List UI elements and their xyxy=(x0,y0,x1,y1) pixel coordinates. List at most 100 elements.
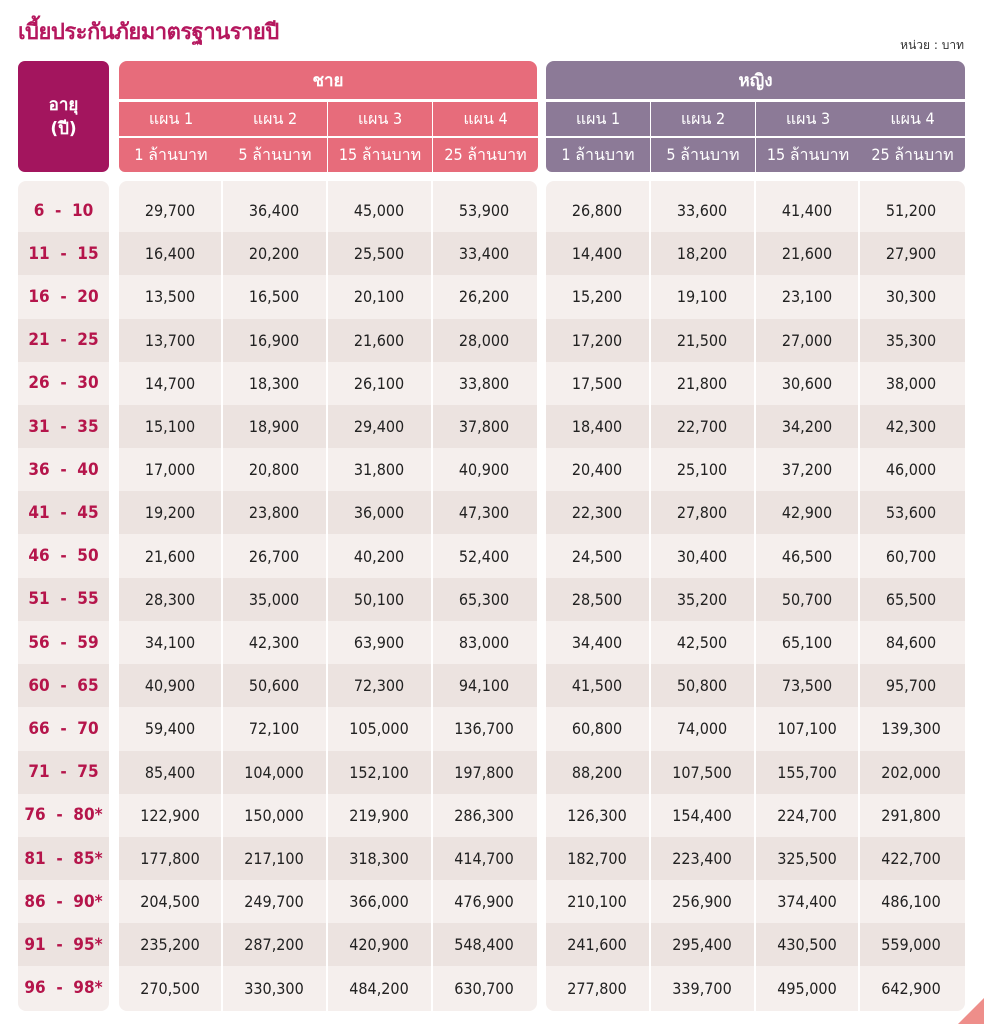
age-range-cell: 60 - 65 xyxy=(28,675,99,696)
female-premium-cell: 50,700 xyxy=(781,589,833,609)
female-plan-amount-2: 5 ล้านบาท xyxy=(651,138,755,172)
male-premium-cell: 19,200 xyxy=(144,503,196,523)
male-premium-cell: 45,000 xyxy=(353,201,405,220)
male-premium-cell: 13,500 xyxy=(144,287,196,307)
male-premium-cell: 15,100 xyxy=(144,417,196,436)
male-premium-cell: 13,700 xyxy=(144,330,196,350)
age-range-cell: 31 - 35 xyxy=(28,416,99,437)
male-premium-cell: 65,300 xyxy=(458,589,510,609)
male-premium-cell: 59,400 xyxy=(144,719,196,739)
female-premium-cell: 139,300 xyxy=(881,719,941,739)
female-plan-header-3: แผน 3 xyxy=(756,102,860,136)
male-premium-cell: 35,000 xyxy=(248,589,300,609)
male-premium-cell: 53,900 xyxy=(458,201,510,220)
male-premium-cell: 286,300 xyxy=(454,805,514,825)
female-premium-cell: 74,000 xyxy=(676,719,728,739)
female-premium-cell: 34,400 xyxy=(571,633,623,652)
female-plan-amount-3: 15 ล้านบาท xyxy=(756,138,860,172)
male-premium-cell: 476,900 xyxy=(454,892,514,912)
female-premium-cell: 19,100 xyxy=(676,287,728,307)
age-header-label: อายุ xyxy=(48,94,79,115)
male-premium-cell: 31,800 xyxy=(353,460,405,480)
male-premium-cell: 37,800 xyxy=(458,417,510,436)
female-premium-cell: 35,200 xyxy=(676,589,728,609)
female-premium-cell: 210,100 xyxy=(567,892,627,912)
female-premium-cell: 30,300 xyxy=(885,287,937,307)
table-row: 31 - 35 15,100 18,900 29,400 37,800 18,400 22,… xyxy=(0,405,984,448)
male-premium-cell: 29,700 xyxy=(144,201,196,220)
column-divider xyxy=(754,181,756,1011)
table-row: 81 - 85* 177,800 217,100 318,300 414,700 182,… xyxy=(0,837,984,880)
age-range-cell: 66 - 70 xyxy=(28,718,99,739)
table-row: 11 - 15 16,400 20,200 25,500 33,400 14,400 18,… xyxy=(0,232,984,276)
age-range-cell: 51 - 55 xyxy=(28,589,99,610)
table-row: 6 - 10 29,700 36,400 45,000 53,900 26,800 33,6… xyxy=(0,189,984,232)
female-premium-cell: 30,600 xyxy=(781,373,833,393)
row-shade xyxy=(119,491,537,535)
female-premium-cell: 27,900 xyxy=(885,244,937,264)
age-range-cell: 41 - 45 xyxy=(28,502,99,523)
female-premium-cell: 17,500 xyxy=(571,373,623,393)
male-premium-cell: 29,400 xyxy=(353,417,405,436)
page-title: เบี้ยประกันภัยมาตรฐานรายปี xyxy=(18,20,279,45)
row-shade xyxy=(18,750,109,794)
table-row: 51 - 55 28,300 35,000 50,100 65,300 28,500 35,… xyxy=(0,577,984,621)
male-premium-cell: 94,100 xyxy=(458,676,510,696)
row-shade xyxy=(18,232,109,276)
table-row: 56 - 59 34,100 42,300 63,900 83,000 34,400 42,… xyxy=(0,621,984,664)
male-premium-cell: 548,400 xyxy=(454,935,514,955)
female-premium-cell: 126,300 xyxy=(567,805,627,825)
female-premium-cell: 559,000 xyxy=(881,935,941,955)
female-premium-cell: 34,200 xyxy=(781,417,833,436)
male-premium-cell: 33,400 xyxy=(458,244,510,264)
female-premium-cell: 60,800 xyxy=(571,719,623,739)
male-premium-cell: 28,300 xyxy=(144,589,196,609)
male-premium-cell: 42,300 xyxy=(248,633,300,652)
female-premium-cell: 14,400 xyxy=(571,244,623,264)
female-premium-cell: 42,300 xyxy=(885,417,937,436)
male-premium-cell: 414,700 xyxy=(454,849,514,868)
female-premium-cell: 15,200 xyxy=(571,287,623,307)
column-divider xyxy=(221,181,223,1011)
age-column-header: อายุ (ปี) xyxy=(18,61,109,172)
female-premium-cell: 22,700 xyxy=(676,417,728,436)
male-premium-cell: 104,000 xyxy=(244,762,304,782)
age-range-cell: 26 - 30 xyxy=(28,373,99,394)
female-premium-cell: 422,700 xyxy=(881,849,941,868)
male-premium-cell: 152,100 xyxy=(349,762,409,782)
male-premium-cell: 16,400 xyxy=(144,244,196,264)
male-premium-cell: 36,000 xyxy=(353,503,405,523)
female-premium-cell: 30,400 xyxy=(676,546,728,566)
table-row: 41 - 45 19,200 23,800 36,000 47,300 22,300 27,… xyxy=(0,491,984,535)
male-premium-cell: 36,400 xyxy=(248,201,300,220)
age-range-cell: 56 - 59 xyxy=(28,632,99,653)
female-premium-cell: 256,900 xyxy=(672,892,732,912)
male-premium-cell: 17,000 xyxy=(144,460,196,480)
row-shade xyxy=(119,664,537,708)
female-premium-cell: 42,500 xyxy=(676,633,728,652)
row-shade xyxy=(18,405,109,448)
male-group-header: ชาย xyxy=(119,61,537,99)
male-premium-cell: 63,900 xyxy=(353,633,405,652)
male-premium-cell: 20,100 xyxy=(353,287,405,307)
male-premium-cell: 366,000 xyxy=(349,892,409,912)
male-premium-cell: 20,800 xyxy=(248,460,300,480)
male-premium-cell: 40,900 xyxy=(458,460,510,480)
male-premium-cell: 420,900 xyxy=(349,935,409,955)
male-premium-cell: 197,800 xyxy=(454,762,514,782)
male-premium-cell: 40,900 xyxy=(144,676,196,696)
female-premium-cell: 642,900 xyxy=(881,978,941,998)
female-premium-cell: 51,200 xyxy=(885,201,937,220)
female-premium-cell: 73,500 xyxy=(781,676,833,696)
female-premium-cell: 28,500 xyxy=(571,589,623,609)
female-premium-cell: 277,800 xyxy=(567,978,627,998)
table-row: 46 - 50 21,600 26,700 40,200 52,400 24,500 30,… xyxy=(0,535,984,578)
male-premium-cell: 72,100 xyxy=(248,719,300,739)
table-row: 76 - 80* 122,900 150,000 219,900 286,300 126,… xyxy=(0,794,984,837)
female-premium-cell: 486,100 xyxy=(881,892,941,912)
female-premium-cell: 42,900 xyxy=(781,503,833,523)
age-range-cell: 71 - 75 xyxy=(28,762,99,783)
table-row: 16 - 20 13,500 16,500 20,100 26,200 15,200 19,… xyxy=(0,275,984,318)
female-premium-cell: 291,800 xyxy=(881,805,941,825)
male-plan-amount-3: 15 ล้านบาท xyxy=(328,138,432,172)
